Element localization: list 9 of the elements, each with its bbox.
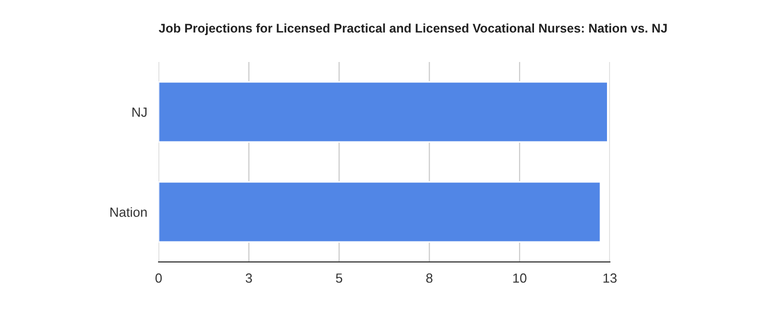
x-tick-label: 8 [426, 273, 432, 283]
x-tick-label: 13 [604, 273, 617, 283]
y-tick-label: NJ [132, 108, 147, 117]
x-tick-label: 3 [246, 273, 252, 283]
x-tick-label: 5 [336, 274, 342, 283]
y-tick-label: Nation [110, 207, 147, 217]
chart-title: Job Projections for Licensed Practical and Licensed Vocational Nurses: Nation vs. NJ [158, 23, 667, 36]
x-tick-label: 10 [513, 273, 526, 283]
x-tick-label: 0 [155, 273, 162, 283]
